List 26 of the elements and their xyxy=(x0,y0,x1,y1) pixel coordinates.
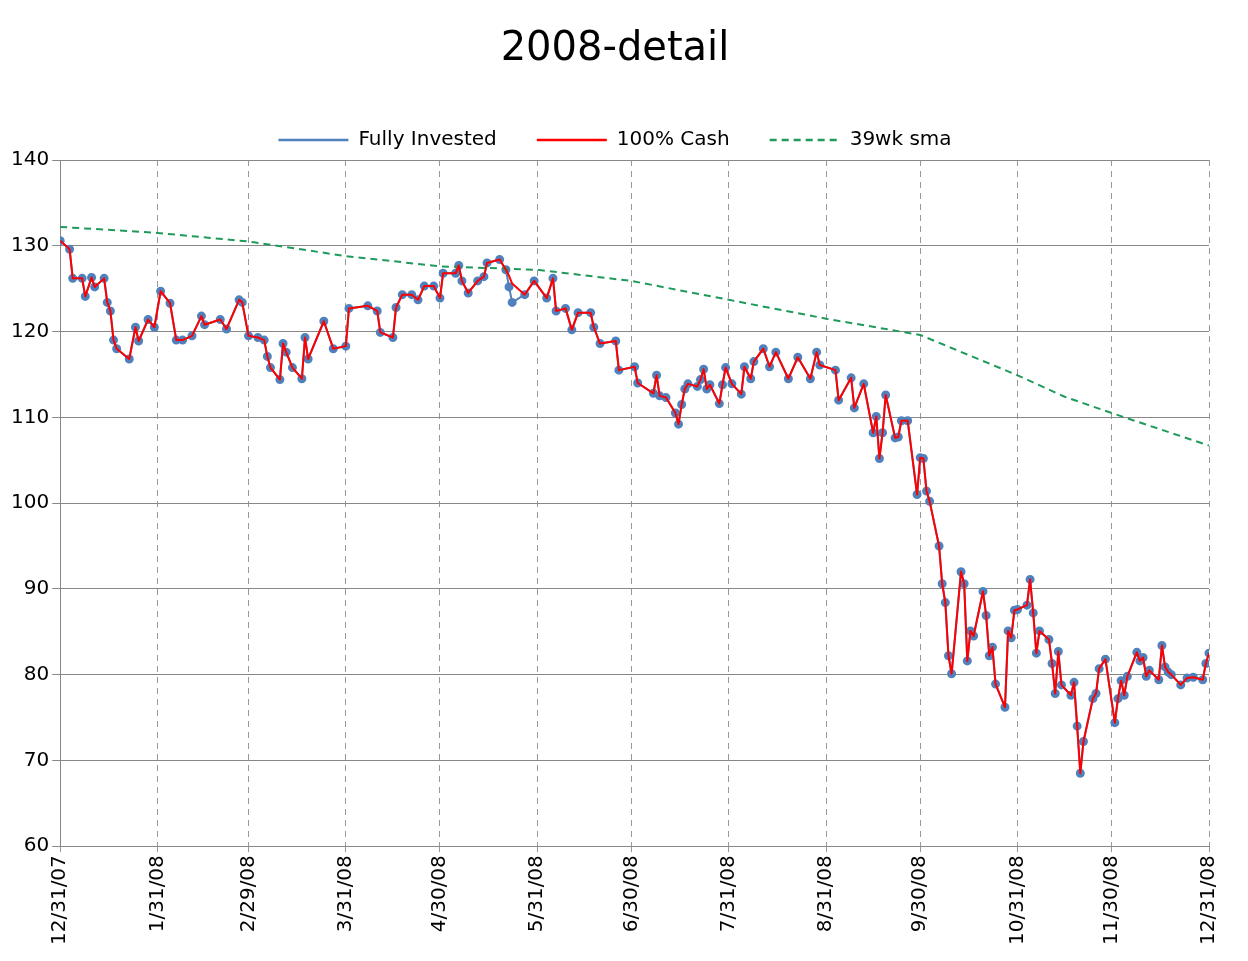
chart-title: 2008-detail xyxy=(500,23,730,70)
x-tick-label: 8/31/08 xyxy=(812,855,837,933)
y-tick-label: 90 xyxy=(23,575,50,600)
x-tick-label: 7/31/08 xyxy=(714,855,739,933)
legend-label: Fully Invested xyxy=(358,126,497,151)
legend-label: 100% Cash xyxy=(616,126,730,151)
x-tick-label: 6/30/08 xyxy=(617,855,642,933)
x-tick-label: 12/31/08 xyxy=(1195,855,1220,945)
y-tick-label: 140 xyxy=(10,146,50,171)
x-tick-label: 2/29/08 xyxy=(234,855,259,933)
y-tick-label: 70 xyxy=(23,746,50,771)
y-tick-label: 100 xyxy=(10,489,50,514)
legend-label: 39wk sma xyxy=(849,126,952,151)
y-tick-label: 110 xyxy=(10,403,50,428)
y-tick-label: 60 xyxy=(23,832,50,857)
x-tick-label: 9/30/08 xyxy=(906,855,931,933)
x-tick-label: 11/30/08 xyxy=(1097,855,1122,945)
x-tick-label: 1/31/08 xyxy=(143,855,168,933)
x-tick-label: 3/31/08 xyxy=(332,855,357,933)
x-tick-label: 12/31/07 xyxy=(46,855,71,945)
y-tick-label: 80 xyxy=(23,660,50,685)
x-tick-label: 4/30/08 xyxy=(426,855,451,933)
y-tick-label: 120 xyxy=(10,317,50,342)
x-tick-label: 10/31/08 xyxy=(1003,855,1028,945)
y-tick-label: 130 xyxy=(10,231,50,256)
x-tick-label: 5/31/08 xyxy=(523,855,548,933)
